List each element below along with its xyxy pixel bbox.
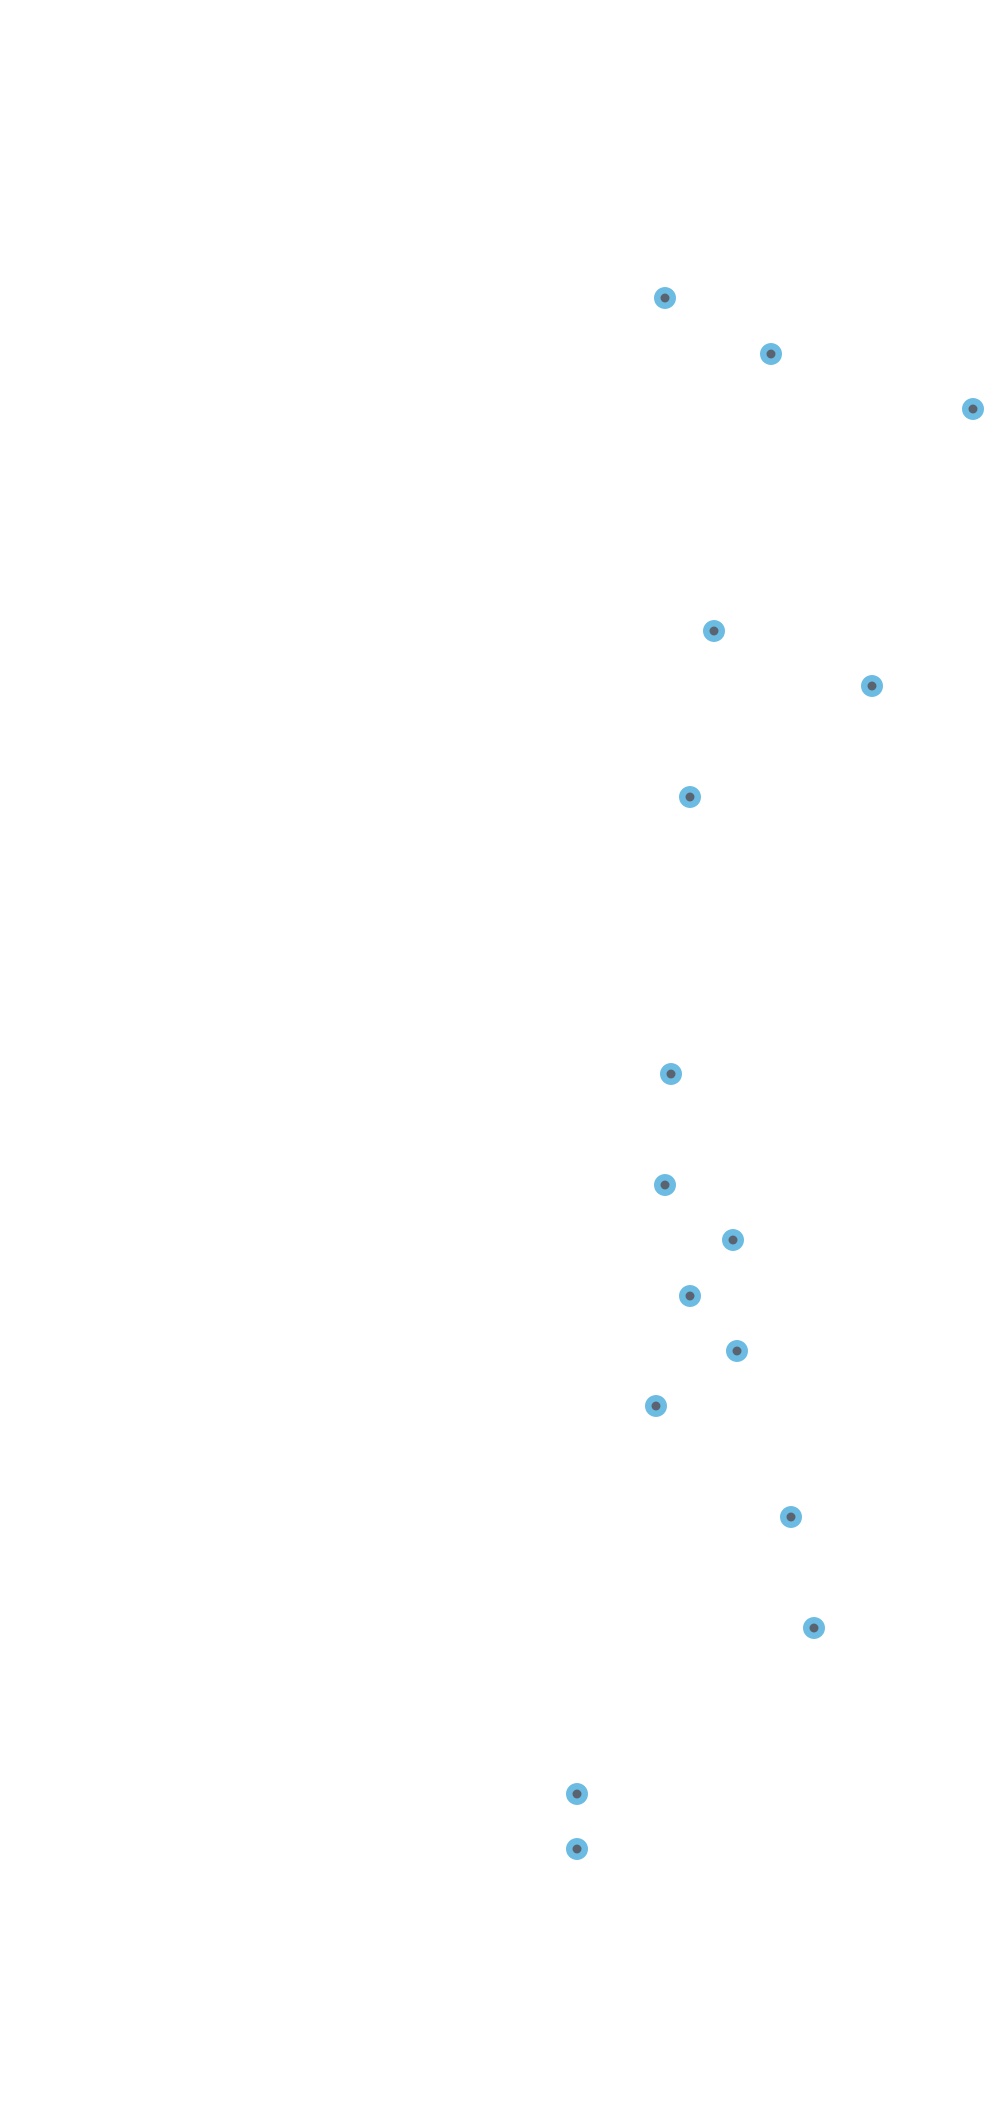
marker-core [732, 1346, 742, 1356]
marker-core [685, 1291, 695, 1301]
map-marker-10[interactable] [679, 1285, 701, 1307]
map-marker-16[interactable] [566, 1838, 588, 1860]
map-marker-3[interactable] [962, 398, 984, 420]
map-marker-5[interactable] [861, 675, 883, 697]
map-marker-2[interactable] [760, 343, 782, 365]
map-marker-9[interactable] [722, 1229, 744, 1251]
marker-core [786, 1512, 796, 1522]
marker-core [867, 681, 877, 691]
marker-core [666, 1069, 676, 1079]
map-marker-12[interactable] [645, 1395, 667, 1417]
marker-core [660, 293, 670, 303]
map-marker-14[interactable] [803, 1617, 825, 1639]
map-marker-4[interactable] [703, 620, 725, 642]
map-marker-1[interactable] [654, 287, 676, 309]
marker-core [572, 1844, 582, 1854]
map-marker-8[interactable] [654, 1174, 676, 1196]
map-marker-15[interactable] [566, 1783, 588, 1805]
marker-core [660, 1180, 670, 1190]
marker-core [651, 1401, 661, 1411]
map-marker-6[interactable] [679, 786, 701, 808]
map-marker-7[interactable] [660, 1063, 682, 1085]
marker-core [809, 1623, 819, 1633]
marker-core [685, 792, 695, 802]
marker-core [709, 626, 719, 636]
marker-core [766, 349, 776, 359]
map-marker-11[interactable] [726, 1340, 748, 1362]
marker-core [572, 1789, 582, 1799]
map-marker-13[interactable] [780, 1506, 802, 1528]
marker-core [728, 1235, 738, 1245]
marker-core [968, 404, 978, 414]
